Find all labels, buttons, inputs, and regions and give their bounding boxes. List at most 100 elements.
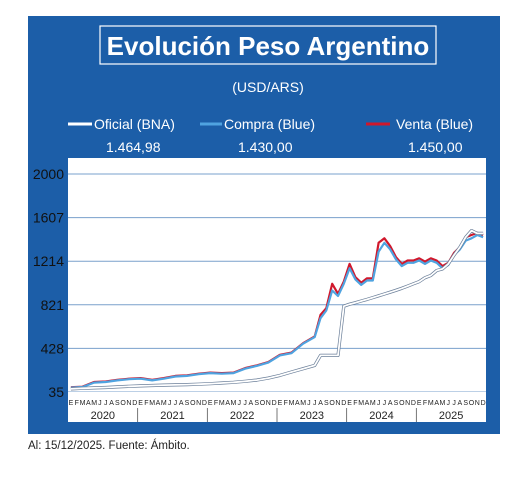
- month-tick-label: E: [138, 400, 143, 407]
- year-tick-label: 2022: [230, 410, 254, 422]
- month-tick-label: M: [161, 400, 167, 407]
- month-tick-label: M: [91, 400, 97, 407]
- chart-svg: Evolución Peso Argentino (USD/ARS) Ofici…: [28, 16, 500, 434]
- y-axis-ticks: 35 428 821 1214 1607 2000: [33, 166, 64, 400]
- month-tick-label: J: [307, 400, 311, 407]
- month-tick-label: J: [243, 400, 247, 407]
- month-tick-label: N: [475, 400, 480, 407]
- month-tick-label: M: [300, 400, 306, 407]
- year-tick-label: 2025: [439, 410, 463, 422]
- month-tick-label: O: [329, 400, 335, 407]
- month-tick-label: S: [463, 400, 468, 407]
- month-tick-label: S: [115, 400, 120, 407]
- month-tick-label: D: [411, 400, 416, 407]
- year-tick-label: 2021: [160, 410, 184, 422]
- series-lines: [70, 229, 484, 391]
- month-tick-label: E: [347, 400, 352, 407]
- year-tick-label: 2020: [91, 410, 115, 422]
- legend-label-venta: Venta (Blue): [396, 116, 473, 132]
- month-tick-label: F: [214, 400, 218, 407]
- month-tick-label: A: [365, 400, 370, 407]
- month-tick-label: O: [120, 400, 126, 407]
- month-tick-label: A: [458, 400, 463, 407]
- month-tick-label: J: [98, 400, 102, 407]
- month-tick-label: N: [405, 400, 410, 407]
- month-tick-label: O: [190, 400, 196, 407]
- y-tick-label: 35: [48, 384, 64, 400]
- month-tick-label: J: [377, 400, 381, 407]
- month-tick-label: O: [260, 400, 266, 407]
- chart-title: Evolución Peso Argentino: [107, 31, 430, 61]
- month-tick-label: J: [168, 400, 172, 407]
- chart-card: Evolución Peso Argentino (USD/ARS) Ofici…: [28, 16, 500, 434]
- plot-area: [68, 158, 486, 392]
- month-tick-label: M: [428, 400, 434, 407]
- month-tick-label: O: [399, 400, 405, 407]
- month-tick-label: N: [266, 400, 271, 407]
- month-tick-label: M: [149, 400, 155, 407]
- month-tick-label: F: [353, 400, 357, 407]
- y-tick-label: 821: [41, 297, 65, 313]
- month-tick-label: A: [86, 400, 91, 407]
- y-tick-label: 428: [41, 340, 65, 356]
- value-oficial: 1.464,98: [106, 139, 161, 155]
- month-tick-label: S: [394, 400, 399, 407]
- month-tick-label: E: [417, 400, 422, 407]
- month-tick-label: F: [284, 400, 288, 407]
- month-tick-label: M: [440, 400, 446, 407]
- month-tick-label: O: [469, 400, 475, 407]
- month-tick-label: M: [358, 400, 364, 407]
- month-tick-label: N: [126, 400, 131, 407]
- month-tick-label: M: [370, 400, 376, 407]
- month-tick-label: A: [295, 400, 300, 407]
- series-line-oficial: [70, 229, 484, 390]
- footnote: Al: 15/12/2025. Fuente: Ámbito.: [28, 440, 190, 452]
- year-tick-label: 2024: [369, 410, 393, 422]
- year-tick-label: 2023: [300, 410, 324, 422]
- month-tick-label: D: [341, 400, 346, 407]
- legend-label-oficial: Oficial (BNA): [94, 116, 175, 132]
- legend-label-compra: Compra (Blue): [224, 116, 315, 132]
- month-tick-label: S: [185, 400, 190, 407]
- y-tick-label: 1607: [33, 210, 64, 226]
- value-compra: 1.430,00: [238, 139, 293, 155]
- month-tick-label: A: [249, 400, 254, 407]
- month-tick-label: A: [388, 400, 393, 407]
- month-tick-label: J: [452, 400, 456, 407]
- month-tick-label: J: [313, 400, 317, 407]
- month-tick-label: A: [109, 400, 114, 407]
- month-tick-label: M: [289, 400, 295, 407]
- month-tick-label: A: [156, 400, 161, 407]
- month-tick-label: S: [324, 400, 329, 407]
- month-tick-label: F: [423, 400, 427, 407]
- month-tick-label: S: [254, 400, 259, 407]
- month-tick-label: F: [144, 400, 148, 407]
- month-tick-label: E: [278, 400, 283, 407]
- month-tick-label: D: [202, 400, 207, 407]
- title-box-border: [99, 25, 437, 65]
- y-tick-label: 2000: [33, 166, 64, 182]
- month-tick-label: E: [69, 400, 74, 407]
- month-tick-label: A: [434, 400, 439, 407]
- month-tick-label: A: [179, 400, 184, 407]
- legend: Oficial (BNA) Compra (Blue) Venta (Blue)…: [68, 116, 473, 155]
- month-tick-label: J: [238, 400, 242, 407]
- month-tick-label: J: [104, 400, 108, 407]
- month-tick-label: D: [272, 400, 277, 407]
- y-tick-label: 1214: [33, 253, 64, 269]
- month-tick-label: J: [174, 400, 178, 407]
- month-tick-label: J: [447, 400, 451, 407]
- month-tick-label: J: [383, 400, 387, 407]
- month-tick-label: A: [225, 400, 230, 407]
- month-tick-label: F: [75, 400, 79, 407]
- month-tick-label: M: [80, 400, 86, 407]
- month-tick-label: E: [208, 400, 213, 407]
- month-tick-label: D: [481, 400, 486, 407]
- series-line-compra: [70, 233, 484, 389]
- value-venta: 1.450,00: [408, 139, 463, 155]
- month-tick-label: M: [231, 400, 237, 407]
- month-tick-label: M: [219, 400, 225, 407]
- chart-subtitle: (USD/ARS): [232, 79, 304, 95]
- month-tick-label: N: [335, 400, 340, 407]
